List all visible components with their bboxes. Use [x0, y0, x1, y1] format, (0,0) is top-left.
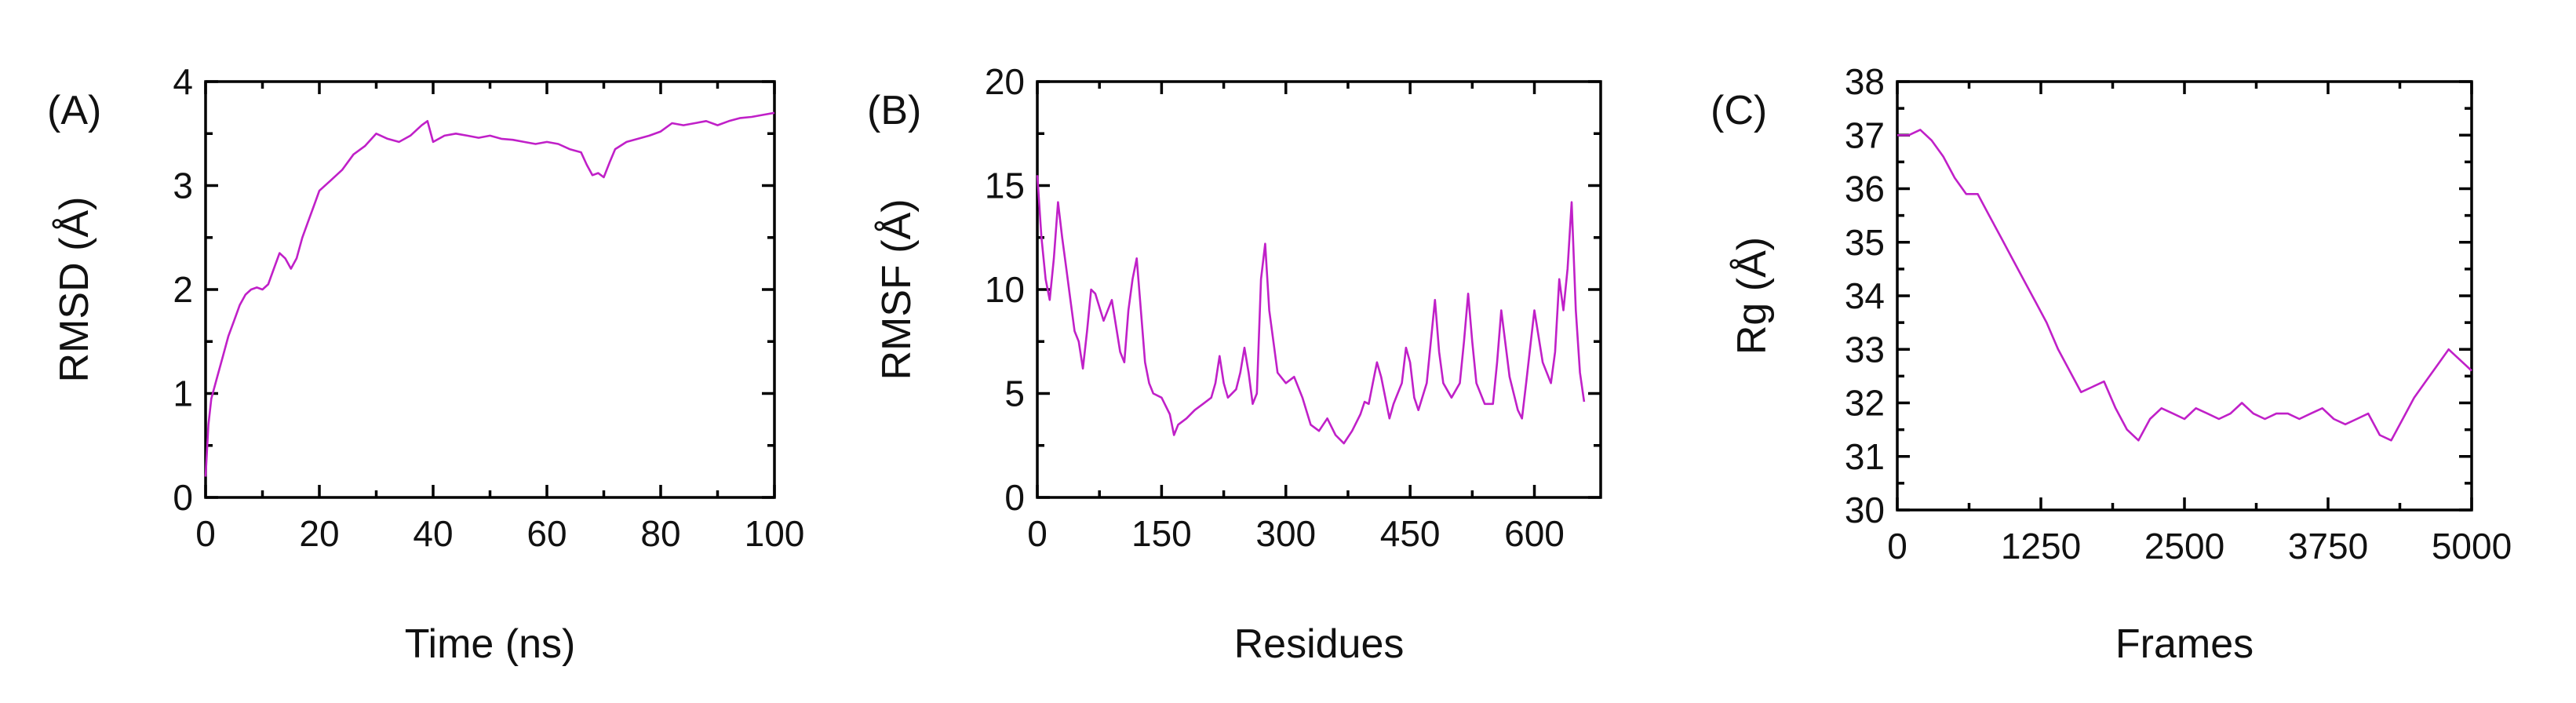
panel-a-x-tick-label: 40	[413, 513, 453, 554]
panel-b-panel-label: (B)	[867, 88, 921, 133]
panel-c-y-tick-label: 36	[1845, 169, 1885, 209]
panel-a-y-axis-label: RMSD (Å)	[52, 197, 97, 383]
panel-a-x-tick-label: 100	[745, 513, 805, 554]
panel-c-y-tick-label: 34	[1845, 275, 1885, 316]
panel-a-series-line	[204, 111, 775, 477]
panel-a-x-tick-label: 60	[526, 513, 567, 554]
panel-b-x-tick-label: 450	[1380, 513, 1441, 554]
panel-b-x-tick-label: 300	[1255, 513, 1316, 554]
panel-c-x-tick-label: 0	[1887, 526, 1907, 566]
panel-c-y-tick-label: 38	[1845, 61, 1885, 102]
panel-b-x-tick-label: 600	[1504, 513, 1565, 554]
panel-b-x-tick-label: 0	[1027, 513, 1048, 554]
panel-b-y-tick-label: 0	[1004, 477, 1025, 518]
panel-c-x-axis-label: Frames	[2115, 621, 2254, 667]
panel-a-y-tick-label: 0	[173, 477, 193, 518]
panel-c: 0 1250 2500 3750 5000 30 31 32 33 34 35 36 37 38 (C) Fr…	[1711, 61, 2512, 667]
panel-a-x-tick-label: 0	[195, 513, 216, 554]
panel-b-series-line	[1036, 175, 1586, 445]
panel-c-plot-frame	[1896, 80, 2473, 512]
panel-a-x-tick-label: 80	[640, 513, 680, 554]
panel-c-y-tick-label: 31	[1845, 436, 1885, 477]
panel-c-x-tick-label: 2500	[2144, 526, 2224, 566]
panel-b-y-tick-label: 20	[985, 61, 1025, 102]
panel-c-y-tick-label: 32	[1845, 383, 1885, 424]
panel-a-x-tick-label: 20	[299, 513, 339, 554]
panel-c-y-tick-label: 33	[1845, 329, 1885, 370]
panel-c-y-tick-label: 30	[1845, 490, 1885, 530]
panel-c-y-tick-label: 37	[1845, 115, 1885, 155]
panel-b-y-axis-label: RMSF (Å)	[874, 199, 920, 380]
panel-c-y-tick-label: 35	[1845, 222, 1885, 263]
panel-c-x-tick-label: 3750	[2288, 526, 2368, 566]
panel-c-panel-label: (C)	[1711, 88, 1767, 133]
panel-b: 0 150 300 450 600 0 5 10 15 20 (B) Residues RMSF (Å)	[867, 61, 1602, 667]
panel-c-x-tick-label: 5000	[2432, 526, 2512, 566]
panel-c-series-line	[1897, 129, 2472, 442]
panel-b-y-tick-label: 10	[985, 269, 1025, 310]
panel-b-x-axis-label: Residues	[1234, 621, 1405, 667]
panel-b-y-tick-label: 15	[985, 166, 1025, 206]
panel-a-y-tick-label: 4	[173, 61, 193, 102]
panel-b-y-tick-label: 5	[1004, 373, 1025, 414]
panel-a-panel-label: (A)	[47, 88, 101, 133]
panel-a-plot-frame	[204, 80, 776, 499]
panel-c-x-tick-label: 1250	[2001, 526, 2081, 566]
panel-a-y-tick-label: 1	[173, 373, 193, 414]
panel-b-x-tick-label: 150	[1131, 513, 1192, 554]
panel-b-plot-frame	[1036, 80, 1602, 499]
panel-a: 0 20 40 60 80 100 0 1 2 3 4 (A) Time (ns) RMSD (Å)	[47, 61, 804, 667]
panel-a-y-tick-label: 2	[173, 269, 193, 310]
panel-c-y-axis-label: Rg (Å)	[1729, 237, 1775, 355]
panel-a-x-axis-label: Time (ns)	[405, 621, 576, 667]
panel-a-y-tick-label: 3	[173, 166, 193, 206]
